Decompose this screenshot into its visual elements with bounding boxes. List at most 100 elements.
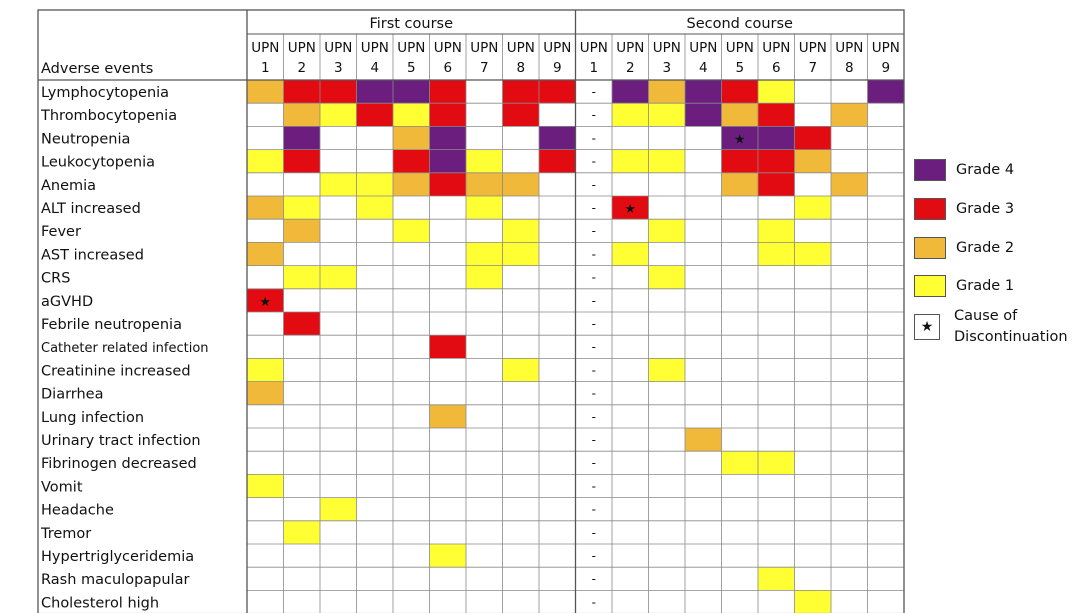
grade-cell-c2-r3-p7 [794,126,831,150]
star-icon: ★ [914,314,940,340]
grade-cell-c1-r10-p1 [247,288,284,312]
grade-cell-c1-r7-p2 [283,219,320,243]
grade-cell-c1-r15-p6 [429,404,466,428]
event-label: ALT increased [41,201,141,217]
upn-label: UPN [616,40,644,56]
grade-cell-c1-r12-p6 [429,335,466,359]
discontinuation-star-icon: ★ [624,202,636,217]
upn-label: UPN [799,40,827,56]
patient-number: 3 [334,60,343,76]
upn-label: UPN [470,40,498,56]
legend-item-grade-4: Grade 4 [914,158,1014,182]
event-label: Anemia [41,178,96,194]
grade-cell-c2-r2-p3 [648,103,685,127]
grade-cell-c1-r4-p6 [429,149,466,173]
patient-number: 8 [516,60,525,76]
grade-cell-c1-r13-p8 [502,358,539,382]
grade-cell-c1-r4-p9 [539,149,576,173]
grade-cell-c2-r17-p6 [758,451,795,475]
grade-cell-c1-r5-p8 [502,172,539,196]
grade-cell-c2-r5-p8 [831,172,868,196]
grade-cell-c1-r1-p4 [356,80,393,104]
grade-cell-c2-r16-p4 [685,428,722,452]
grade-cell-c2-r8-p7 [794,242,831,266]
grade-cell-c1-r2-p8 [502,103,539,127]
upn-label: UPN [543,40,571,56]
event-label: aGVHD [41,294,93,310]
grade-cell-c1-r4-p2 [283,149,320,173]
not-applicable-dash: - [592,549,596,563]
grade-cell-c2-r1-p3 [648,80,685,104]
grade-cell-c1-r13-p1 [247,358,284,382]
grade-cell-c1-r7-p5 [393,219,430,243]
patient-number: 2 [297,60,306,76]
grade-cell-c1-r18-p1 [247,474,284,498]
event-label: Lymphocytopenia [41,85,169,101]
upn-label: UPN [507,40,535,56]
not-applicable-dash: - [592,340,596,354]
upn-label: UPN [872,40,900,56]
grade-cell-c2-r4-p5 [721,149,758,173]
not-applicable-dash: - [592,85,596,99]
grade-cell-c1-r1-p5 [393,80,430,104]
grade-cell-c2-r6-p2 [612,196,649,220]
grade-cell-c1-r1-p8 [502,80,539,104]
legend-label-grade-4: Grade 4 [956,162,1015,178]
grade-cell-c1-r20-p2 [283,520,320,544]
grade-cell-c2-r4-p3 [648,149,685,173]
grade-cell-c2-r13-p3 [648,358,685,382]
grade-cell-c2-r8-p6 [758,242,795,266]
grade-cell-c1-r6-p2 [283,196,320,220]
grade-cell-c2-r1-p2 [612,80,649,104]
grade-cell-c1-r2-p3 [320,103,357,127]
event-label: Catheter related infection [41,341,209,356]
upn-label: UPN [434,40,462,56]
grade-cell-c2-r7-p3 [648,219,685,243]
grade-cell-c2-r1-p5 [721,80,758,104]
not-applicable-dash: - [592,247,596,261]
upn-label: UPN [653,40,681,56]
grade-cell-c1-r8-p8 [502,242,539,266]
grade-cell-c1-r3-p2 [283,126,320,150]
patient-number: 7 [808,60,817,76]
grade-cell-c2-r4-p6 [758,149,795,173]
patient-number: 5 [407,60,416,76]
not-applicable-dash: - [592,526,596,540]
grade-cell-c2-r23-p7 [794,590,831,613]
event-label: Tremor [40,526,91,542]
event-label: Lung infection [41,410,144,426]
upn-label: UPN [689,40,717,56]
legend-swatch-grade-3 [914,198,946,220]
legend-label-grade-1: Grade 1 [956,278,1015,294]
patient-number: 4 [699,60,708,76]
patient-number: 4 [370,60,379,76]
not-applicable-dash: - [592,294,596,308]
grade-cell-c1-r5-p5 [393,172,430,196]
legend-item-discontinuation: ★ Cause of Discontinuation [914,304,1068,350]
grade-cell-c2-r2-p6 [758,103,795,127]
grade-cell-c2-r1-p9 [867,80,904,104]
legend-label-grade-2: Grade 2 [956,240,1015,256]
grade-cell-c1-r5-p4 [356,172,393,196]
event-label: Leukocytopenia [41,155,155,171]
event-label: Diarrhea [41,387,104,403]
patient-number: 9 [881,60,890,76]
grade-cell-c1-r6-p4 [356,196,393,220]
not-applicable-dash: - [592,178,596,192]
event-label: Urinary tract infection [41,433,201,449]
patient-number: 2 [626,60,635,76]
patient-number: 6 [772,60,781,76]
legend-item-grade-1: Grade 1 [914,274,1014,298]
patient-number: 5 [735,60,744,76]
legend-swatch-grade-2 [914,237,946,259]
discontinuation-star-icon: ★ [259,295,271,310]
row-header-label: Adverse events [41,61,153,77]
upn-label: UPN [726,40,754,56]
grade-cell-c1-r2-p4 [356,103,393,127]
grade-cell-c2-r4-p7 [794,149,831,173]
grade-cell-c1-r1-p6 [429,80,466,104]
patient-number: 3 [662,60,671,76]
event-label: Rash maculopapular [41,572,189,588]
grade-cell-c1-r11-p2 [283,312,320,336]
